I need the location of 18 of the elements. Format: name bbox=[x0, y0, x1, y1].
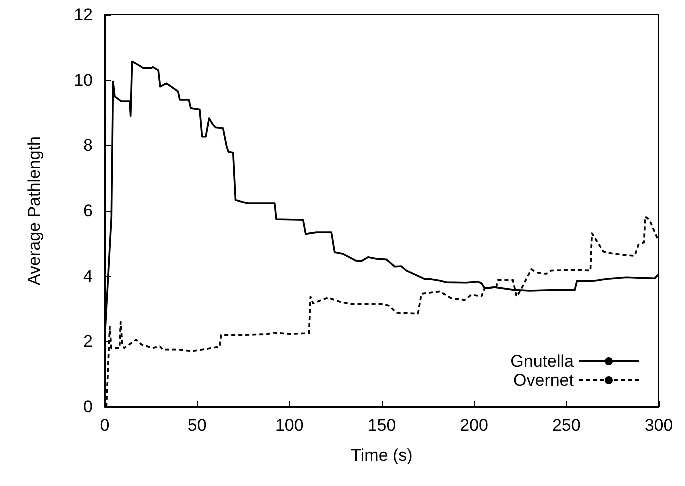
y-tick-label: 2 bbox=[84, 332, 93, 352]
legend-label: Gnutella bbox=[510, 352, 575, 371]
x-axis-title: Time (s) bbox=[351, 446, 413, 465]
y-tick-label: 12 bbox=[74, 6, 93, 24]
y-axis-title: Average Pathlength bbox=[25, 136, 44, 286]
x-tick-label: 200 bbox=[460, 416, 489, 435]
y-tick-label: 8 bbox=[84, 136, 93, 156]
x-tick-label: 150 bbox=[368, 416, 396, 435]
legend-label: Overnet bbox=[514, 371, 574, 390]
x-tick-label: 0 bbox=[100, 416, 110, 435]
y-tick-label: 0 bbox=[84, 398, 93, 416]
y-tick-label: 4 bbox=[84, 266, 93, 286]
x-tick-label: 50 bbox=[188, 416, 207, 435]
x-tick-label: 250 bbox=[552, 416, 581, 435]
y-tick-label: 10 bbox=[74, 70, 93, 90]
x-tick-label: 300 bbox=[644, 416, 674, 435]
x-tick-label: 100 bbox=[275, 416, 304, 435]
y-tick-label: 6 bbox=[84, 202, 93, 220]
